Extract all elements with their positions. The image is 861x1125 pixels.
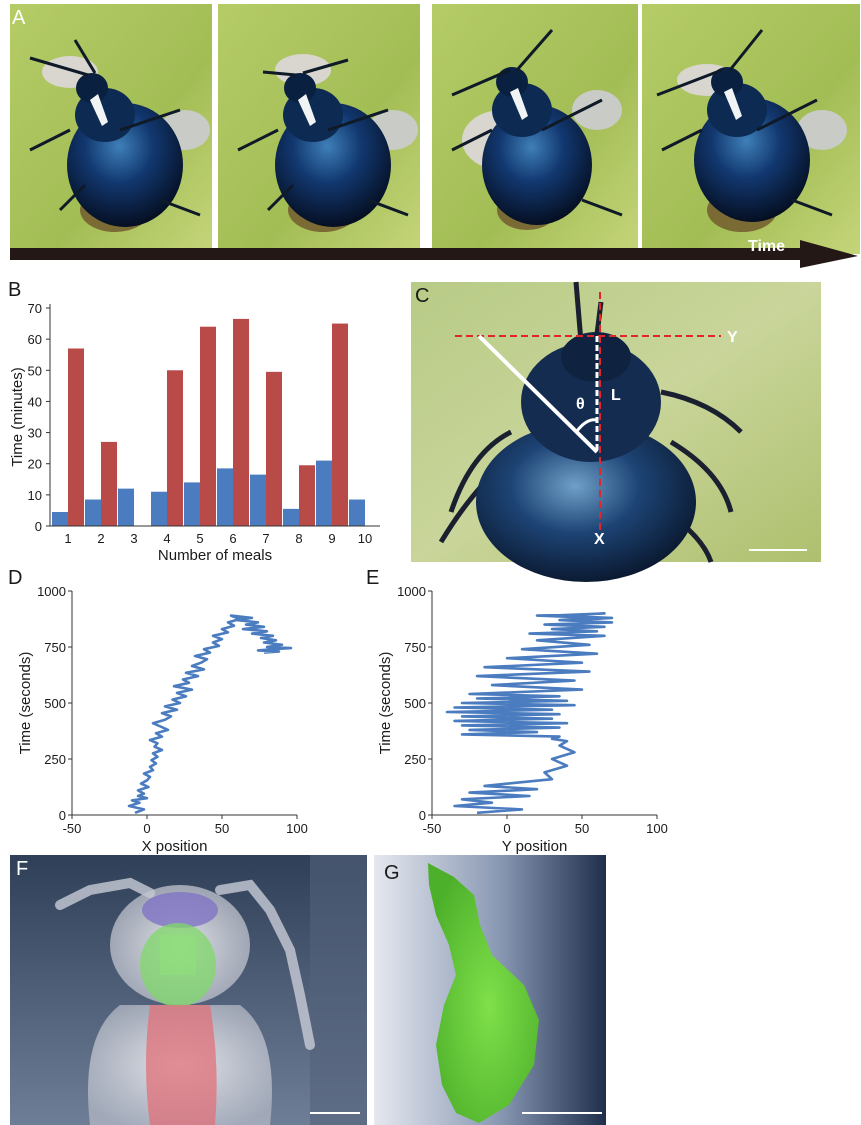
beetle-frame-3 bbox=[432, 4, 638, 254]
x-axis-title: Number of meals bbox=[158, 547, 272, 564]
panel-c: θ L Y X C bbox=[411, 281, 821, 582]
angle-arc bbox=[575, 418, 598, 432]
y-axis-title: Time (minutes) bbox=[9, 367, 26, 466]
x-axis-title: X position bbox=[142, 838, 208, 855]
y-tick-label: 0 bbox=[419, 808, 426, 823]
x-tick-label: 10 bbox=[358, 531, 372, 546]
panel-label-d: D bbox=[8, 567, 23, 589]
beetle-frame-2 bbox=[218, 4, 420, 254]
bar-red-8 bbox=[299, 465, 315, 526]
bar-red-2 bbox=[101, 441, 117, 526]
trajectory-line bbox=[445, 612, 614, 815]
y-tick-label: 250 bbox=[404, 752, 426, 767]
bar-blue-5 bbox=[184, 482, 200, 526]
panel-a: Time A bbox=[0, 0, 861, 270]
bar-blue-6 bbox=[217, 468, 233, 526]
y-tick-label: 500 bbox=[404, 696, 426, 711]
y-tick-label: 10 bbox=[28, 488, 42, 503]
body-axis-line bbox=[477, 334, 599, 454]
y-tick-label: 70 bbox=[28, 301, 42, 316]
x-tick-label: 50 bbox=[215, 821, 229, 836]
y-tick-label: 30 bbox=[28, 426, 42, 441]
x-tick-label: 6 bbox=[229, 531, 236, 546]
beetle-frame-4 bbox=[642, 4, 860, 254]
panel-label-e: E bbox=[366, 567, 380, 589]
beetle-head-photo: θ L Y X bbox=[411, 281, 821, 582]
panel-b: B 1 2 3 4 5 6 7 8 9 10 0 10 20 30 40 50 60 70 Number of me… bbox=[0, 278, 400, 568]
bar-blue-1 bbox=[52, 511, 68, 526]
ct-scan-head bbox=[10, 855, 367, 1125]
bar-blue-7 bbox=[250, 474, 266, 526]
x-tick-label: 5 bbox=[196, 531, 203, 546]
y-axis-label: Y bbox=[727, 329, 738, 346]
panel-label-b: B bbox=[8, 279, 22, 301]
bar-blue-10 bbox=[349, 499, 365, 526]
y-tick-label: 500 bbox=[44, 696, 66, 711]
x-tick-label: 50 bbox=[575, 821, 589, 836]
bar-blue-2 bbox=[85, 499, 101, 526]
x-tick-label: 1 bbox=[64, 531, 71, 546]
y-axis-title: Time (seconds) bbox=[17, 652, 34, 755]
panel-d: D 0 250 500 750 1000 -50 0 50 100 X position Time … bbox=[0, 566, 360, 856]
x-tick-label: 0 bbox=[143, 821, 150, 836]
x-tick-label: 0 bbox=[503, 821, 510, 836]
bar-red-1 bbox=[68, 348, 84, 526]
bar-red-9 bbox=[332, 323, 348, 526]
panel-a-photos: Time bbox=[10, 4, 860, 268]
x-axis-label: X bbox=[594, 531, 605, 548]
x-tick-label: 9 bbox=[328, 531, 335, 546]
bar-red-4 bbox=[167, 370, 183, 526]
x-tick-label: -50 bbox=[63, 821, 82, 836]
x-tick-label: 3 bbox=[130, 531, 137, 546]
x-tick-label: -50 bbox=[423, 821, 442, 836]
y-tick-label: 250 bbox=[44, 752, 66, 767]
panel-label-f: F bbox=[16, 858, 29, 880]
bar-blue-8 bbox=[283, 508, 299, 526]
time-label: Time bbox=[748, 238, 785, 255]
angle-label: θ bbox=[576, 396, 585, 413]
x-tick-label: 7 bbox=[262, 531, 269, 546]
x-tick-label: 2 bbox=[97, 531, 104, 546]
length-label: L bbox=[611, 387, 621, 404]
y-tick-label: 1000 bbox=[37, 584, 66, 599]
x-tick-label: 100 bbox=[286, 821, 308, 836]
y-tick-label: 60 bbox=[28, 332, 42, 347]
y-tick-label: 0 bbox=[59, 808, 66, 823]
x-tick-label: 100 bbox=[646, 821, 668, 836]
x-tick-label: 4 bbox=[163, 531, 170, 546]
bar-red-5 bbox=[200, 326, 216, 526]
y-axis-title: Time (seconds) bbox=[377, 652, 394, 755]
bar-chart-meals: 1 2 3 4 5 6 7 8 9 10 0 10 20 30 40 50 60 70 Number of meal… bbox=[9, 301, 380, 564]
y-tick-label: 20 bbox=[28, 457, 42, 472]
y-tick-label: 750 bbox=[404, 640, 426, 655]
x-axis-title: Y position bbox=[502, 838, 568, 855]
bar-blue-4 bbox=[151, 491, 167, 526]
beetle-frame-1 bbox=[10, 4, 212, 254]
panel-label-a: A bbox=[12, 7, 26, 29]
bar-red-7 bbox=[266, 371, 282, 526]
bar-blue-9 bbox=[316, 460, 332, 526]
bar-red-6 bbox=[233, 318, 249, 526]
panel-label-g: G bbox=[384, 862, 400, 884]
y-tick-label: 40 bbox=[28, 394, 42, 409]
y-tick-label: 50 bbox=[28, 363, 42, 378]
gut-3d-render bbox=[374, 855, 606, 1125]
panel-f: F bbox=[10, 855, 367, 1125]
panel-g: G bbox=[374, 855, 606, 1125]
x-tick-label: 8 bbox=[295, 531, 302, 546]
panel-label-c: C bbox=[415, 285, 430, 307]
y-tick-label: 1000 bbox=[397, 584, 426, 599]
trajectory-line bbox=[127, 614, 293, 815]
bar-blue-3 bbox=[118, 488, 134, 526]
time-arrow bbox=[10, 240, 858, 268]
y-tick-label: 750 bbox=[44, 640, 66, 655]
y-tick-label: 0 bbox=[35, 519, 42, 534]
panel-e: E 0 250 500 750 1000 -50 0 50 100 Y position Time … bbox=[360, 566, 700, 856]
